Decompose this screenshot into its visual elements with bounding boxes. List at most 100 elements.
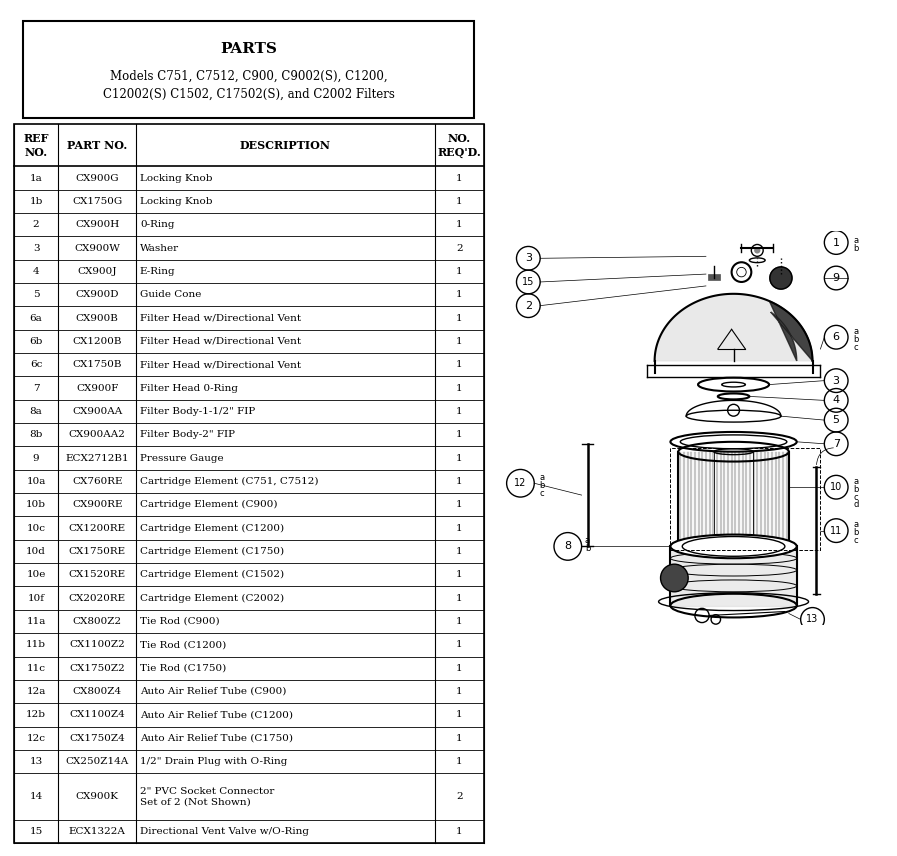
Text: 0-Ring: 0-Ring <box>140 220 174 229</box>
Polygon shape <box>655 294 813 361</box>
Text: 1: 1 <box>456 477 463 486</box>
Polygon shape <box>770 301 813 361</box>
Text: b: b <box>853 528 858 537</box>
Text: CX1750RE: CX1750RE <box>69 547 126 556</box>
Text: Cartridge Element (C1750): Cartridge Element (C1750) <box>140 547 284 556</box>
Text: 1: 1 <box>456 174 463 182</box>
Text: CX1200RE: CX1200RE <box>69 524 126 532</box>
Text: d: d <box>853 501 858 509</box>
Text: 1: 1 <box>456 500 463 509</box>
Text: 1: 1 <box>456 827 463 836</box>
Text: Locking Knob: Locking Knob <box>140 174 213 182</box>
Text: 3: 3 <box>525 253 532 264</box>
Text: 6b: 6b <box>30 337 43 346</box>
Text: 1: 1 <box>456 360 463 369</box>
Text: 10e: 10e <box>26 570 46 580</box>
Text: 10b: 10b <box>26 500 46 509</box>
Text: Auto Air Relief Tube (C900): Auto Air Relief Tube (C900) <box>140 687 286 696</box>
Text: 9: 9 <box>832 273 840 283</box>
Text: CX1100Z4: CX1100Z4 <box>69 710 125 719</box>
Text: 1: 1 <box>456 594 463 603</box>
Text: CX250Z14A: CX250Z14A <box>65 757 129 766</box>
Text: 4: 4 <box>832 395 840 406</box>
Text: Filter Head w/Directional Vent: Filter Head w/Directional Vent <box>140 337 301 346</box>
Text: Cartridge Element (C2002): Cartridge Element (C2002) <box>140 593 284 603</box>
Text: CX900B: CX900B <box>76 313 118 323</box>
Text: 10f: 10f <box>28 594 45 603</box>
Text: DESCRIPTION: DESCRIPTION <box>239 140 331 151</box>
Text: 1a: 1a <box>30 174 42 182</box>
Text: E-Ring: E-Ring <box>140 267 176 276</box>
Text: 11c: 11c <box>27 663 46 673</box>
Text: 12: 12 <box>514 479 527 488</box>
Text: CX1750G: CX1750G <box>72 197 122 205</box>
Text: Models C751, C7512, C900, C9002(S), C1200,
C12002(S) C1502, C17502(S), and C2002: Models C751, C7512, C900, C9002(S), C120… <box>103 70 395 101</box>
Text: 15: 15 <box>522 277 535 287</box>
Text: Filter Head 0-Ring: Filter Head 0-Ring <box>140 383 238 393</box>
Text: PARTS: PARTS <box>221 42 277 56</box>
Text: 10c: 10c <box>27 524 46 532</box>
Text: Auto Air Relief Tube (C1200): Auto Air Relief Tube (C1200) <box>140 710 293 719</box>
Text: 1: 1 <box>456 734 463 743</box>
Text: CX1750Z4: CX1750Z4 <box>69 734 125 743</box>
Text: CX2020RE: CX2020RE <box>69 594 126 603</box>
Text: a: a <box>853 520 858 529</box>
Bar <box>13 124 484 843</box>
Text: 1: 1 <box>456 454 463 462</box>
FancyBboxPatch shape <box>23 21 475 117</box>
Text: a: a <box>853 327 858 336</box>
Text: Filter Body-2" FIP: Filter Body-2" FIP <box>140 431 235 439</box>
Text: 13: 13 <box>806 615 819 624</box>
Text: CX900G: CX900G <box>75 174 119 182</box>
Text: CX900RE: CX900RE <box>72 500 123 509</box>
Text: 1: 1 <box>456 313 463 323</box>
Text: CX1200B: CX1200B <box>73 337 122 346</box>
Text: CX760RE: CX760RE <box>72 477 123 486</box>
Ellipse shape <box>670 534 797 558</box>
Text: CX900J: CX900J <box>77 267 117 276</box>
Text: 5: 5 <box>33 290 39 300</box>
Text: CX1520RE: CX1520RE <box>69 570 126 580</box>
Text: c: c <box>854 536 858 545</box>
Text: c: c <box>540 489 544 497</box>
Text: 1: 1 <box>456 431 463 439</box>
Text: Washer: Washer <box>140 244 179 253</box>
Bar <box>708 274 719 280</box>
Text: 8: 8 <box>564 541 571 551</box>
Text: 2" PVC Socket Connector
Set of 2 (Not Shown): 2" PVC Socket Connector Set of 2 (Not Sh… <box>140 787 274 806</box>
Text: b: b <box>539 481 544 490</box>
Text: 4: 4 <box>33 267 39 276</box>
Text: CX900K: CX900K <box>75 792 118 801</box>
Circle shape <box>660 564 688 591</box>
Text: CX900D: CX900D <box>75 290 119 300</box>
Text: c: c <box>854 492 858 502</box>
Text: 6a: 6a <box>30 313 42 323</box>
Bar <box>670 448 821 550</box>
Text: 1: 1 <box>456 663 463 673</box>
Text: 1: 1 <box>456 524 463 532</box>
Circle shape <box>770 267 792 289</box>
Text: 5: 5 <box>832 415 840 425</box>
Text: Filter Body-1-1/2" FIP: Filter Body-1-1/2" FIP <box>140 407 255 416</box>
Text: CX900F: CX900F <box>76 383 118 393</box>
Text: 1: 1 <box>456 197 463 205</box>
Text: 7: 7 <box>832 439 840 449</box>
Text: Tie Rod (C1200): Tie Rod (C1200) <box>140 640 226 650</box>
Text: 1: 1 <box>456 547 463 556</box>
Text: Cartridge Element (C751, C7512): Cartridge Element (C751, C7512) <box>140 477 318 486</box>
Text: 6: 6 <box>832 332 840 342</box>
Text: 1: 1 <box>456 640 463 650</box>
Text: 8a: 8a <box>30 407 42 416</box>
Text: 2: 2 <box>456 244 463 253</box>
Text: a: a <box>540 473 544 482</box>
Text: Filter Head w/Directional Vent: Filter Head w/Directional Vent <box>140 313 301 323</box>
Text: Cartridge Element (C900): Cartridge Element (C900) <box>140 500 277 509</box>
Text: 1: 1 <box>456 290 463 300</box>
Text: 3: 3 <box>832 376 840 386</box>
Text: 11: 11 <box>830 526 842 536</box>
Text: Filter Head w/Directional Vent: Filter Head w/Directional Vent <box>140 360 301 369</box>
Text: 12a: 12a <box>26 687 46 696</box>
Text: 9: 9 <box>33 454 39 462</box>
Text: 1: 1 <box>456 617 463 626</box>
Text: Cartridge Element (C1200): Cartridge Element (C1200) <box>140 524 284 532</box>
